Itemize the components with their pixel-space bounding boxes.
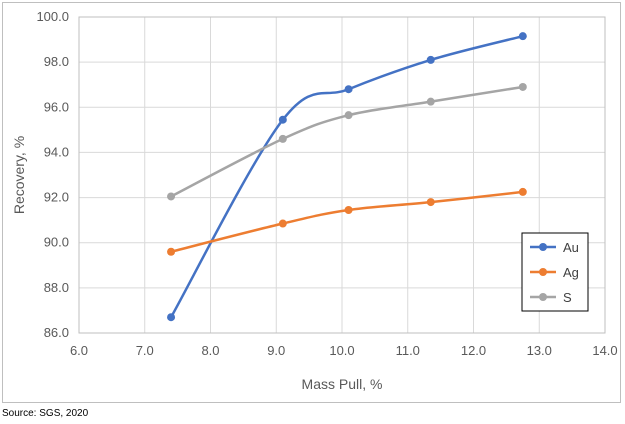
plot-area-border [78,16,606,334]
y-tick-label: 90.0 [44,235,69,250]
series-lines [167,32,527,322]
legend-marker-s [539,293,547,301]
x-tick-label: 8.0 [201,343,219,358]
y-tick-label: 86.0 [44,325,69,340]
x-tick-label: 7.0 [136,343,154,358]
data-point-s [278,134,287,143]
legend-label-au: Au [563,240,579,255]
x-tick-label: 10.0 [329,343,354,358]
x-tick-label: 6.0 [70,343,88,358]
legend: Au Ag S [521,232,589,312]
series-line-s [170,85,524,198]
y-axis-title: Recovery, % [11,136,27,214]
legend-marker-au [539,243,547,251]
data-point-ag [278,219,287,228]
x-tick-label: 9.0 [267,343,285,358]
axes: 6.0 7.0 8.0 9.0 10.0 11.0 12.0 13.0 14.0 86.0 88.0… [36,9,617,358]
data-point-au [426,55,435,64]
data-point-au [167,313,176,322]
x-tick-label: 13.0 [527,343,552,358]
source-note: Source: SGS, 2020 [2,408,89,419]
data-point-au [344,85,353,94]
y-tick-label: 88.0 [44,280,69,295]
data-point-s [344,111,353,120]
legend-label-s: S [563,290,572,305]
data-point-s [167,192,176,201]
y-tick-label: 94.0 [44,144,69,159]
data-point-s [518,82,527,91]
x-tick-label: 11.0 [396,343,420,358]
x-axis-title: Mass Pull, % [302,376,383,392]
data-point-ag [426,198,435,207]
y-tick-label: 98.0 [44,54,69,69]
x-tick-label: 12.0 [461,343,486,358]
y-tick-label: 96.0 [44,99,69,114]
data-point-au [518,32,527,41]
data-point-ag [344,205,353,214]
series-line-au [169,34,524,318]
data-point-s [426,97,435,106]
data-point-au [278,115,287,124]
y-tick-label: 92.0 [44,190,69,205]
data-point-ag [518,187,527,196]
chart-frame [2,2,621,403]
legend-label-ag: Ag [563,265,579,280]
legend-marker-ag [539,268,547,276]
data-point-ag [167,247,176,256]
y-tick-label: 100.0 [36,9,69,24]
x-tick-label: 14.0 [592,343,617,358]
